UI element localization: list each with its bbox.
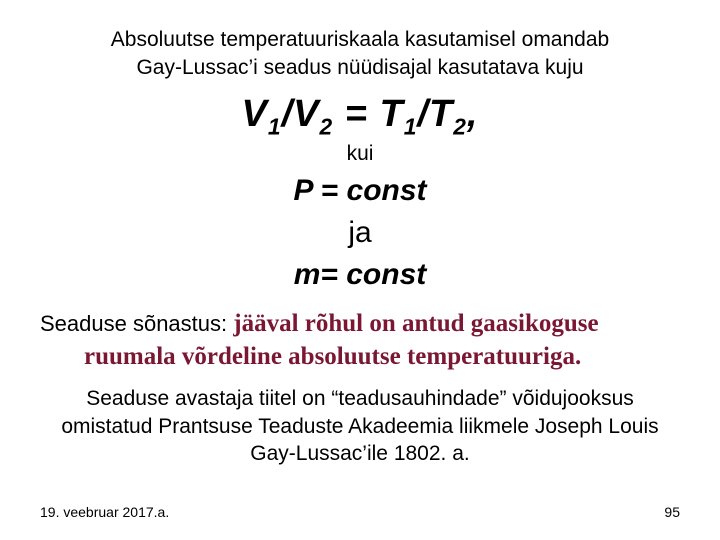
slide: Absoluutse temperatuuriskaala kasutamise… (0, 0, 720, 540)
ja-text: ja (40, 216, 680, 250)
eq-equals: = (333, 93, 379, 135)
intro-text: Absoluutse temperatuuriskaala kasutamise… (40, 26, 680, 83)
history-text: Seaduse avastaja tiitel on “teadusauhind… (40, 385, 680, 467)
condition-pressure: P = const (40, 174, 680, 208)
main-equation: V1/V2 = T1/T2, (40, 93, 680, 141)
footer-page-number: 95 (664, 504, 680, 520)
eq-slash-2: / (417, 93, 429, 135)
law-statement: Seaduse sõnastus: jääval rõhul on antud … (40, 308, 680, 373)
kui-text: kui (40, 142, 680, 166)
footer-date: 19. veebruar 2017.a. (40, 504, 169, 520)
intro-line-2: Gay-Lussac’i seadus nüüdisajal kasutatav… (136, 56, 583, 79)
eq-T1-T: T (380, 93, 404, 135)
eq-V2-sub: 2 (320, 113, 334, 139)
eq-slash-1: / (282, 93, 294, 135)
eq-T1-sub: 1 (404, 113, 418, 139)
eq-T2-T: T (429, 93, 453, 135)
eq-V2-V: V (293, 93, 319, 135)
eq-T2-sub: 2 (453, 113, 467, 139)
eq-comma: , (467, 93, 479, 135)
eq-V1-V: V (242, 93, 268, 135)
intro-line-1: Absoluutse temperatuuriskaala kasutamise… (111, 28, 609, 51)
eq-V1-sub: 1 (268, 113, 282, 139)
condition-mass: m= const (40, 258, 680, 292)
statement-lead: Seaduse sõnastus: (40, 311, 233, 336)
